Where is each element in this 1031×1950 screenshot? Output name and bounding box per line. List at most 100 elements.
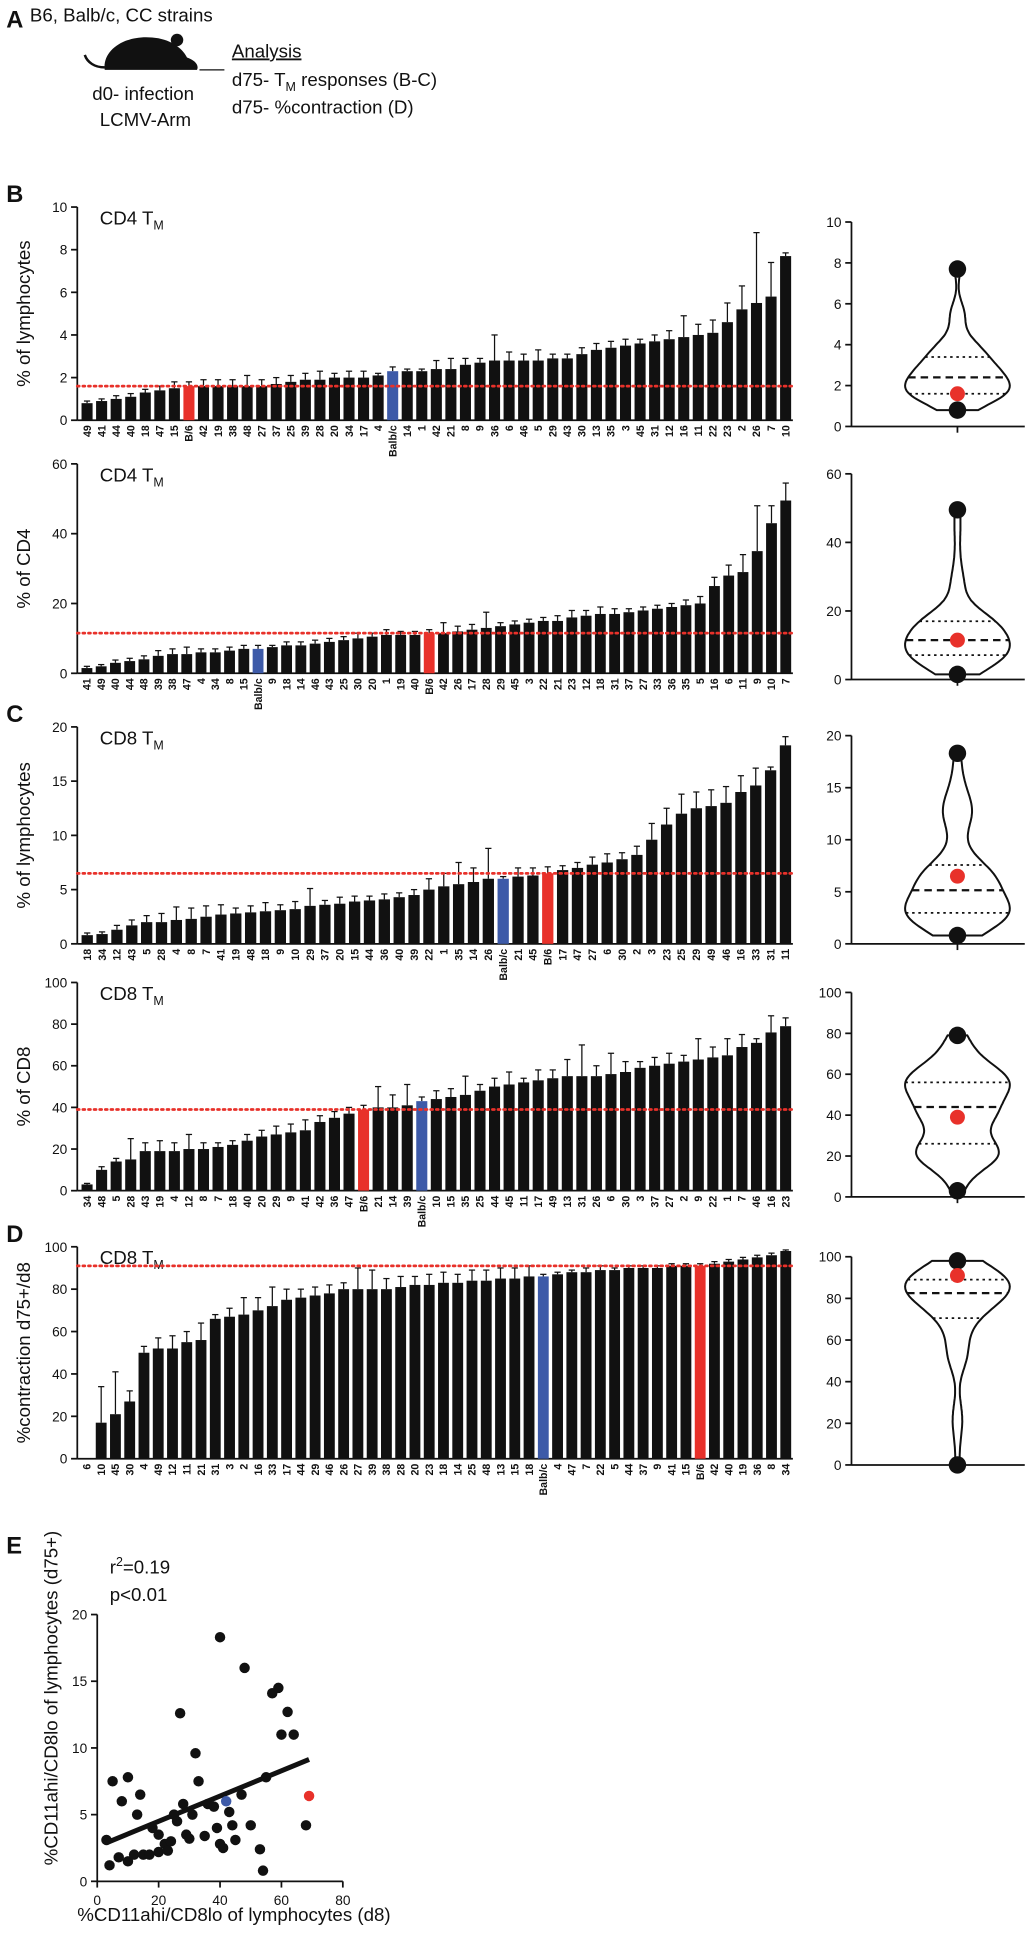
x-tick-label: B/6 (424, 678, 436, 695)
bar (299, 1130, 311, 1191)
x-tick-label: 25 (286, 425, 298, 437)
x-tick-label: 45 (635, 425, 647, 437)
x-tick-label: 46 (324, 1464, 336, 1476)
x-tick-label: 23 (722, 425, 734, 437)
bar (197, 1149, 210, 1191)
bar (721, 1055, 733, 1191)
bar (780, 256, 792, 421)
bar (372, 375, 384, 421)
scatter-point (276, 1729, 287, 1740)
bar (423, 889, 435, 944)
scatter-point (214, 1631, 226, 1643)
bar (663, 339, 675, 421)
bar (537, 1276, 549, 1459)
panel-a: A B6, Balb/c, CC strains d0- infection L… (6, 4, 437, 130)
bar (619, 345, 632, 421)
y-tick-label: 15 (72, 1674, 88, 1689)
title-subscript: M (153, 475, 163, 489)
bar (766, 523, 777, 674)
x-tick-label: 45 (504, 1196, 516, 1208)
x-tick-label: 5 (141, 949, 153, 955)
bar (580, 615, 592, 674)
violin-extreme-dot (948, 1026, 967, 1045)
bar (527, 875, 539, 944)
bar (482, 878, 494, 944)
bar (705, 806, 717, 944)
bar (438, 633, 449, 674)
bar (552, 620, 563, 674)
y-tick-label: 0 (60, 937, 68, 952)
x-tick-label: 36 (379, 949, 391, 961)
bar (372, 1107, 384, 1191)
bar (750, 785, 762, 944)
scatter-point (184, 1833, 195, 1844)
bar (348, 901, 361, 944)
x-tick-label: 12 (581, 678, 593, 690)
bar (452, 631, 464, 674)
bar (518, 360, 530, 421)
y-tick-label: 100 (44, 1240, 67, 1255)
scatter-point (260, 1772, 272, 1783)
scatter-point (303, 1790, 315, 1802)
x-tick-label: 20 (367, 678, 379, 690)
bar (452, 884, 465, 944)
bar (168, 388, 180, 421)
bar (183, 386, 195, 421)
x-tick-label: 20 (410, 1464, 422, 1476)
y-tick-label: 0 (834, 937, 842, 952)
scatter-point (208, 1801, 220, 1812)
bar (566, 1272, 578, 1459)
x-tick-label: 12 (112, 949, 124, 961)
x-tick-label: 1 (417, 425, 429, 431)
x-tick-label: 36 (666, 678, 678, 690)
violin-extreme-dot (948, 744, 967, 763)
x-tick-label: 42 (709, 1464, 721, 1476)
x-tick-label: 22 (538, 678, 550, 690)
x-tick-label: 3 (646, 949, 658, 955)
bar (110, 662, 121, 674)
x-tick-label: 21 (552, 678, 564, 690)
x-tick-label: 22 (708, 425, 720, 437)
bar (401, 1105, 413, 1191)
x-tick-label: 14 (468, 949, 480, 961)
x-tick-label: 19 (395, 678, 407, 690)
x-tick-label: 41 (96, 425, 108, 437)
panel-letter: A (6, 8, 23, 34)
x-tick-label: 42 (315, 1196, 327, 1208)
bar (409, 1284, 421, 1459)
x-tick-label: 22 (424, 949, 436, 961)
y-tick-label: 60 (826, 1333, 842, 1348)
panel-letter: D (6, 1222, 23, 1248)
scatter-point (257, 1865, 269, 1876)
scatter-point (171, 1816, 183, 1827)
title-text: CD8 T (100, 1247, 154, 1268)
x-tick-label: 8 (198, 1196, 210, 1202)
bar (126, 925, 138, 944)
x-tick-label: 44 (489, 1196, 501, 1208)
x-tick-label: 46 (751, 1196, 763, 1208)
x-tick-label: 41 (82, 678, 94, 690)
y-tick-label: 100 (819, 1250, 842, 1265)
bar (230, 913, 242, 944)
x-tick-label: 49 (153, 1464, 165, 1476)
bar (274, 910, 286, 944)
x-tick-label: 9 (267, 678, 279, 684)
x-tick-label: 36 (489, 425, 501, 437)
x-tick-label: 4 (552, 1464, 564, 1470)
bar (750, 302, 763, 421)
analysis-title: Analysis (232, 40, 302, 61)
bar (751, 551, 763, 674)
scatter-point (217, 1842, 229, 1854)
bar (238, 1314, 250, 1459)
x-tick-label: 37 (649, 1196, 661, 1208)
x-tick-label: 29 (271, 1196, 283, 1208)
x-tick-label: 18 (227, 1196, 239, 1208)
bar (366, 636, 378, 674)
x-tick-label: 23 (661, 949, 673, 961)
x-tick-label: 5 (609, 1464, 621, 1470)
bar (532, 360, 544, 421)
scatter-point (104, 1860, 115, 1871)
bar (256, 386, 268, 421)
x-tick-label: 3 (224, 1464, 236, 1470)
x-tick-label: 47 (181, 678, 193, 690)
